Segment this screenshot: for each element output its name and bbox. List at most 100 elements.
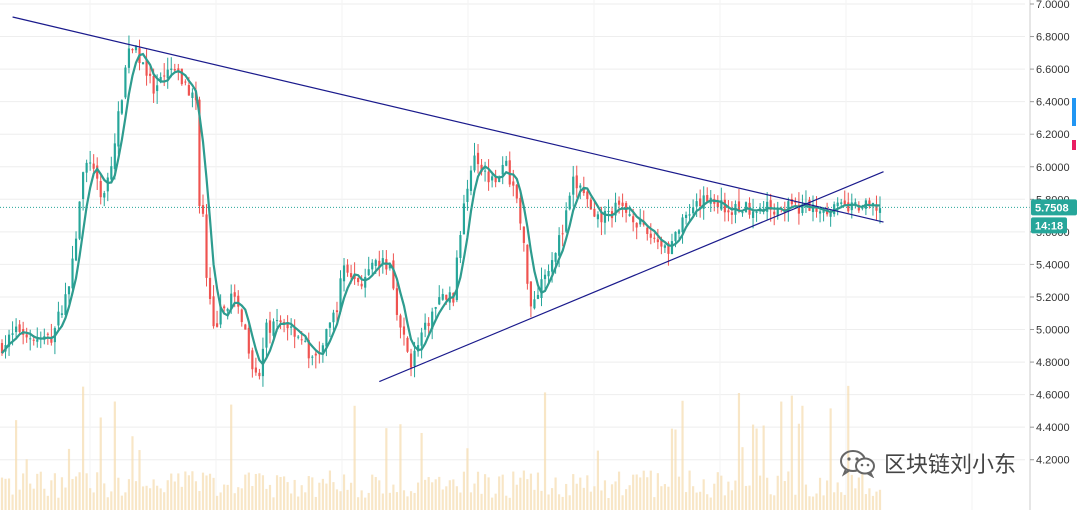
volume-bar bbox=[64, 487, 67, 510]
volume-bar bbox=[145, 485, 148, 510]
axis-tick-label: 6.0000 bbox=[1036, 162, 1070, 174]
candle-body bbox=[244, 324, 247, 330]
volume-bar bbox=[494, 493, 497, 510]
volume-bar bbox=[106, 497, 109, 510]
volume-bar bbox=[547, 494, 550, 510]
volume-bar bbox=[579, 477, 582, 510]
volume-bar bbox=[448, 480, 451, 510]
candle-body bbox=[230, 293, 233, 309]
price-axis[interactable]: 7.00006.80006.60006.40006.20006.00005.80… bbox=[1029, 0, 1076, 510]
volume-bar bbox=[688, 470, 691, 510]
scale-marker bbox=[1072, 98, 1076, 126]
candle-body bbox=[649, 233, 652, 238]
volume-bar bbox=[92, 492, 95, 510]
volume-bar bbox=[815, 493, 818, 510]
volume-bar bbox=[385, 428, 388, 510]
candlesticks[interactable] bbox=[0, 35, 882, 387]
scale-marker bbox=[1072, 140, 1076, 150]
volume-bar bbox=[695, 492, 698, 510]
candle-body bbox=[427, 322, 430, 327]
candle-body bbox=[565, 210, 568, 232]
volume-bar bbox=[378, 480, 381, 510]
candle-body bbox=[18, 324, 21, 332]
candle-body bbox=[635, 222, 638, 228]
volume-bar bbox=[762, 425, 765, 510]
candle-body bbox=[487, 171, 490, 183]
wechat-icon bbox=[840, 450, 875, 478]
volume-bar bbox=[22, 473, 25, 510]
candle-body bbox=[29, 338, 32, 340]
volume-bar bbox=[808, 496, 811, 510]
volume-bar bbox=[473, 483, 476, 510]
candle-body bbox=[216, 323, 219, 327]
candle-body bbox=[67, 286, 71, 295]
candle-body bbox=[699, 198, 702, 207]
volume-bar bbox=[244, 474, 247, 510]
candle-body bbox=[787, 201, 790, 212]
candle-body bbox=[378, 260, 381, 268]
volume-bar bbox=[540, 490, 543, 510]
candle-body bbox=[328, 322, 332, 328]
volume-bar bbox=[258, 473, 261, 510]
candle-body bbox=[445, 294, 448, 300]
candle-body bbox=[406, 337, 409, 352]
candle-body bbox=[268, 320, 272, 333]
candle-body bbox=[325, 329, 328, 347]
volume-bar bbox=[628, 485, 631, 510]
candle-body bbox=[357, 278, 360, 283]
watermark: 区块链刘小东 bbox=[838, 446, 1016, 480]
volume-bar bbox=[536, 472, 540, 510]
candle-body bbox=[462, 203, 466, 235]
volume-bar bbox=[663, 484, 666, 510]
candle-body bbox=[614, 202, 617, 216]
resistance-trendline[interactable] bbox=[12, 16, 884, 223]
support-trendline[interactable] bbox=[379, 171, 884, 383]
volume-bar bbox=[621, 495, 624, 510]
watermark-text: 区块链刘小东 bbox=[884, 453, 1017, 478]
candle-body bbox=[371, 262, 374, 270]
volume-bar bbox=[25, 459, 28, 510]
volume-bar bbox=[607, 497, 610, 510]
candle-body bbox=[505, 160, 508, 166]
candle-body bbox=[92, 163, 95, 169]
volume-bar bbox=[275, 475, 279, 510]
volume-bar bbox=[843, 494, 846, 510]
current-price-label: 5.7508 bbox=[1035, 202, 1069, 214]
volume-bar bbox=[639, 477, 642, 510]
candle-body bbox=[727, 210, 730, 213]
candle-body bbox=[233, 292, 236, 297]
candle-body bbox=[522, 226, 525, 243]
volume-bar bbox=[191, 471, 194, 510]
volume-bar bbox=[293, 479, 296, 510]
candle-body bbox=[854, 202, 857, 205]
candle-body bbox=[533, 299, 536, 309]
volume-bar bbox=[769, 494, 772, 510]
volume-bar bbox=[452, 479, 455, 510]
candle-body bbox=[667, 243, 670, 254]
volume-bar bbox=[614, 481, 617, 510]
axis-tick-label: 5.4000 bbox=[1036, 259, 1070, 271]
candle-body bbox=[145, 59, 148, 76]
volume-bar bbox=[744, 485, 748, 510]
volume-bar bbox=[325, 483, 328, 510]
volume-bar bbox=[321, 478, 324, 510]
volume-bar bbox=[335, 489, 339, 510]
candle-body bbox=[593, 208, 596, 217]
volume-bar bbox=[208, 473, 212, 510]
volume-bar bbox=[681, 400, 684, 510]
volume-bar bbox=[596, 450, 600, 510]
volume-bar bbox=[374, 477, 377, 510]
volume-bar bbox=[801, 405, 804, 510]
volume-bar bbox=[632, 474, 635, 510]
volume-bar bbox=[74, 476, 78, 510]
candle-body bbox=[579, 185, 582, 188]
candle-body bbox=[120, 100, 123, 114]
volume-bar bbox=[684, 492, 688, 510]
trendlines[interactable] bbox=[12, 16, 884, 383]
candle-body bbox=[364, 276, 367, 288]
candle-body bbox=[558, 235, 561, 256]
candle-body bbox=[191, 92, 194, 98]
volume-bar bbox=[455, 486, 458, 510]
volume-bar bbox=[180, 486, 183, 510]
